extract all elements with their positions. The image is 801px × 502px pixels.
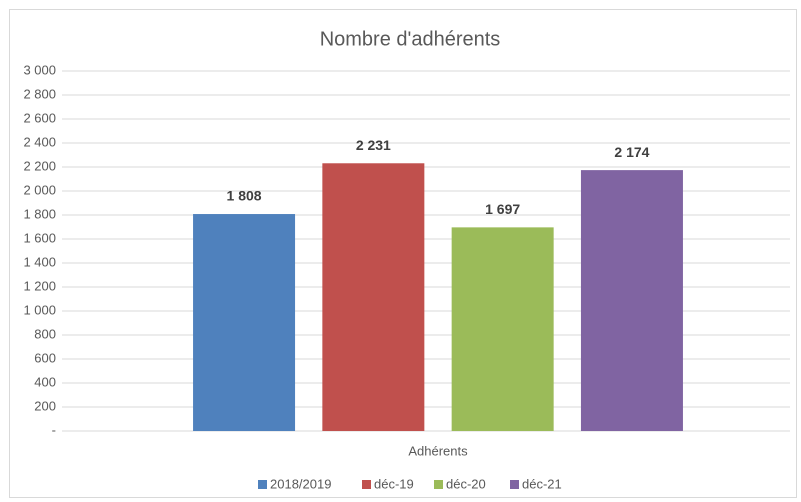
y-tick-label: - [52,422,56,437]
chart-title: Nombre d'adhérents [320,28,501,50]
data-label: 2 174 [614,144,649,160]
legend-label: 2018/2019 [270,476,331,491]
y-tick-label: 1 800 [23,206,56,221]
y-tick-label: 2 200 [23,158,56,173]
data-label: 1 697 [485,201,520,217]
y-tick-label: 1 400 [23,254,56,269]
data-label: 2 231 [356,137,391,153]
y-tick-label: 2 000 [23,182,56,197]
y-tick-label: 600 [34,350,56,365]
data-label: 1 808 [227,188,262,204]
bar [451,227,554,431]
legend-swatch [258,480,267,489]
bar [193,214,296,431]
y-tick-label: 2 800 [23,86,56,101]
legend-swatch [434,480,443,489]
y-tick-label: 800 [34,326,56,341]
legend-label: déc-19 [374,476,414,491]
y-tick-label: 1 600 [23,230,56,245]
bar [322,163,425,431]
y-tick-label: 400 [34,374,56,389]
y-tick-label: 1 000 [23,302,56,317]
legend-label: déc-20 [446,476,486,491]
legend-label: déc-21 [522,476,562,491]
y-tick-label: 3 000 [23,62,56,77]
bar [580,170,683,431]
y-tick-label: 200 [34,398,56,413]
y-tick-label: 1 200 [23,278,56,293]
x-tick-label: Adhérents [408,443,468,458]
y-tick-label: 2 600 [23,110,56,125]
y-tick-label: 2 400 [23,134,56,149]
legend-swatch [510,480,519,489]
legend-swatch [362,480,371,489]
